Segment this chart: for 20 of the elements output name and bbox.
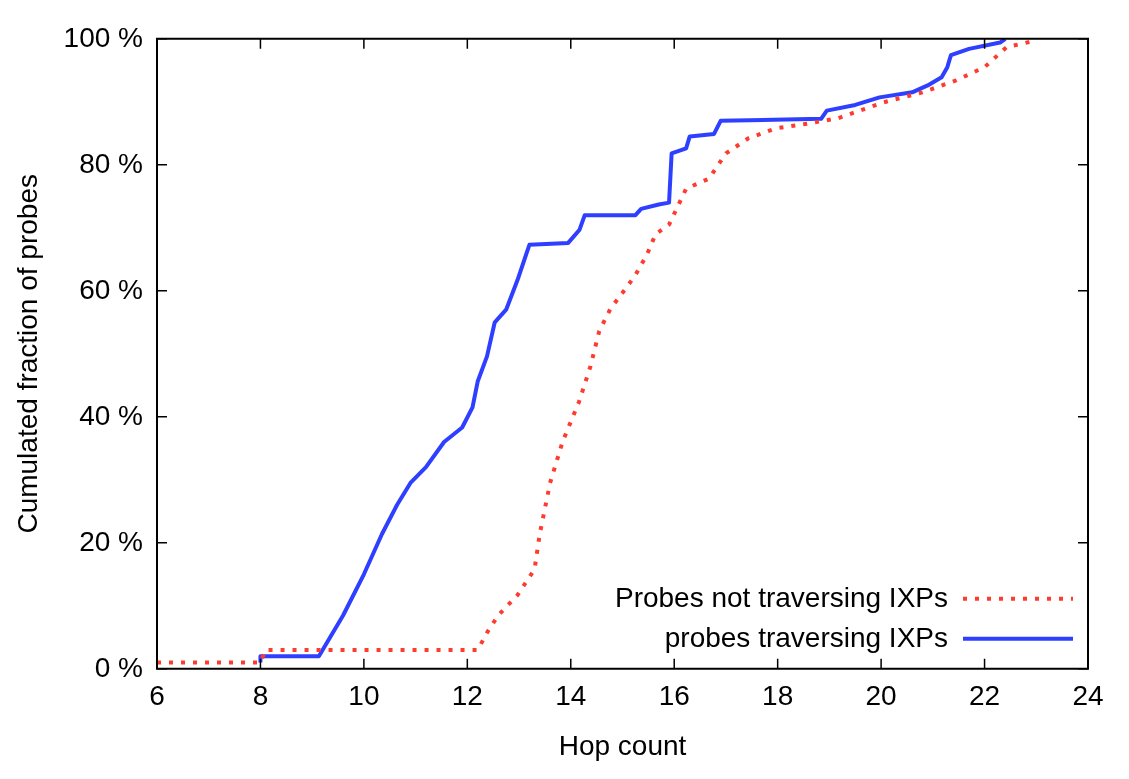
y-tick-label: 20 % <box>79 525 143 557</box>
x-tick-label: 14 <box>555 680 587 712</box>
y-tick-label: 60 % <box>79 273 143 305</box>
x-axis-title: Hop count <box>558 729 687 761</box>
legend-label: probes traversing IXPs <box>664 621 948 653</box>
x-tick-label: 20 <box>865 680 897 712</box>
x-tick-label: 10 <box>348 680 380 712</box>
y-tick-label: 100 % <box>63 21 143 53</box>
x-tick-label: 6 <box>149 680 165 712</box>
y-tick-label: 80 % <box>79 147 143 179</box>
legend-label: Probes not traversing IXPs <box>614 581 948 613</box>
x-tick-label: 16 <box>658 680 690 712</box>
x-tick-label: 24 <box>1072 680 1104 712</box>
x-tick-label: 22 <box>968 680 1001 712</box>
y-tick-label: 0 % <box>94 651 143 683</box>
x-tick-label: 12 <box>451 680 483 712</box>
x-tick-label: 8 <box>252 680 269 712</box>
y-axis-title: Cumulated fraction of probes <box>11 174 43 534</box>
y-tick-label: 40 % <box>79 399 143 431</box>
x-tick-label: 18 <box>762 680 794 712</box>
